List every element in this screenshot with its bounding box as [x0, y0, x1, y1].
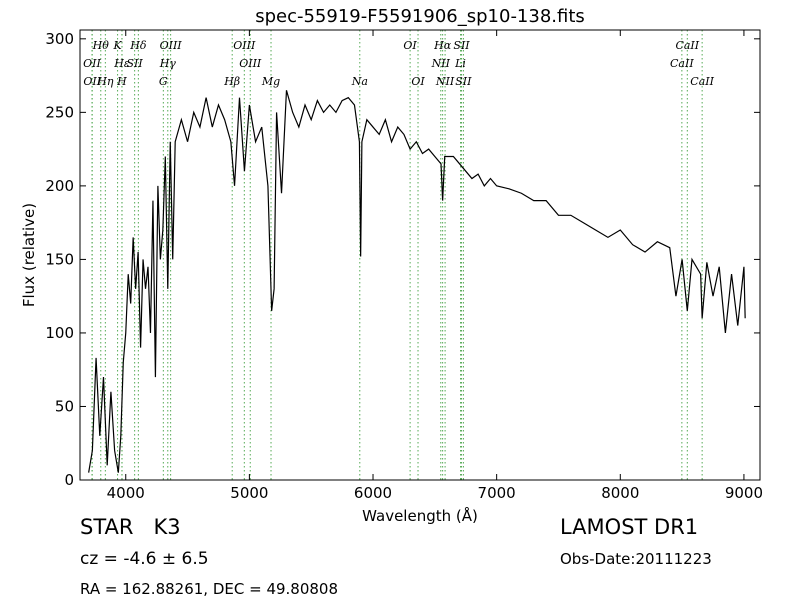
x-tick-label: 8000	[601, 484, 639, 502]
spectral-line-label: SII	[127, 57, 144, 70]
y-axis-label: Flux (relative)	[20, 203, 38, 307]
spectral-line-label: Li	[454, 57, 466, 70]
spectral-line-label: CaII	[690, 75, 714, 88]
x-tick-label: 7000	[478, 484, 516, 502]
x-tick-label: 9000	[725, 484, 763, 502]
x-axis-label: Wavelength (Å)	[362, 506, 478, 525]
object-class: STAR K3	[80, 515, 181, 539]
spectral-line-label: Hθ	[92, 39, 110, 52]
spectral-line-label: CaII	[670, 57, 694, 70]
x-tick-label: 5000	[230, 484, 268, 502]
y-tick-label: 150	[45, 250, 74, 268]
spectral-line-label: Mg	[261, 75, 280, 88]
spectral-line-label: OIII	[239, 57, 262, 70]
axes-frame	[79, 29, 761, 481]
spectral-line-label: CaII	[675, 39, 699, 52]
spectral-line-label: SII	[453, 39, 470, 52]
spectral-line-label: OII	[83, 75, 101, 88]
y-tick-label: 200	[45, 177, 74, 195]
y-tick-label: 0	[64, 471, 74, 489]
spectral-line-label: Hη	[96, 75, 114, 88]
plot-area	[88, 30, 746, 480]
spectral-line-label: K	[112, 39, 122, 52]
spectral-line-label: G	[159, 75, 168, 88]
spectrum-line	[88, 90, 746, 473]
chart-title: spec-55919-F5591906_sp10-138.fits	[255, 6, 585, 27]
spectral-line-label: OIII	[160, 39, 183, 52]
spectral-line-label: OI	[411, 75, 425, 88]
y-tick-label: 50	[55, 397, 74, 415]
redshift: cz = -4.6 ± 6.5	[80, 549, 209, 569]
y-tick-label: 250	[45, 103, 74, 121]
y-tick-label: 300	[45, 30, 74, 48]
spectral-line-label: H	[116, 75, 127, 88]
y-tick-label: 100	[45, 324, 74, 342]
spectral-line-label: OII	[83, 57, 101, 70]
obs-date: Obs-Date:20111223	[560, 550, 712, 568]
spectral-line-label: Hγ	[159, 57, 177, 70]
spectral-line-label: OIII	[233, 39, 256, 52]
spectral-line-label: Hε	[113, 57, 130, 70]
spectral-line-label: Hδ	[129, 39, 147, 52]
spectral-line-label: SII	[455, 75, 472, 88]
spectral-line-label: Na	[351, 75, 368, 88]
coordinates: RA = 162.88261, DEC = 49.80808	[80, 580, 338, 598]
spectral-line-label: Hβ	[223, 75, 240, 88]
x-tick-label: 4000	[107, 484, 145, 502]
spectral-line-label: NII	[435, 75, 455, 88]
spectral-line-label: NII	[431, 57, 451, 70]
survey: LAMOST DR1	[560, 515, 698, 539]
spectral-line-label: Hα	[433, 39, 452, 52]
x-tick-label: 6000	[354, 484, 392, 502]
spectral-line-label: OI	[403, 39, 417, 52]
